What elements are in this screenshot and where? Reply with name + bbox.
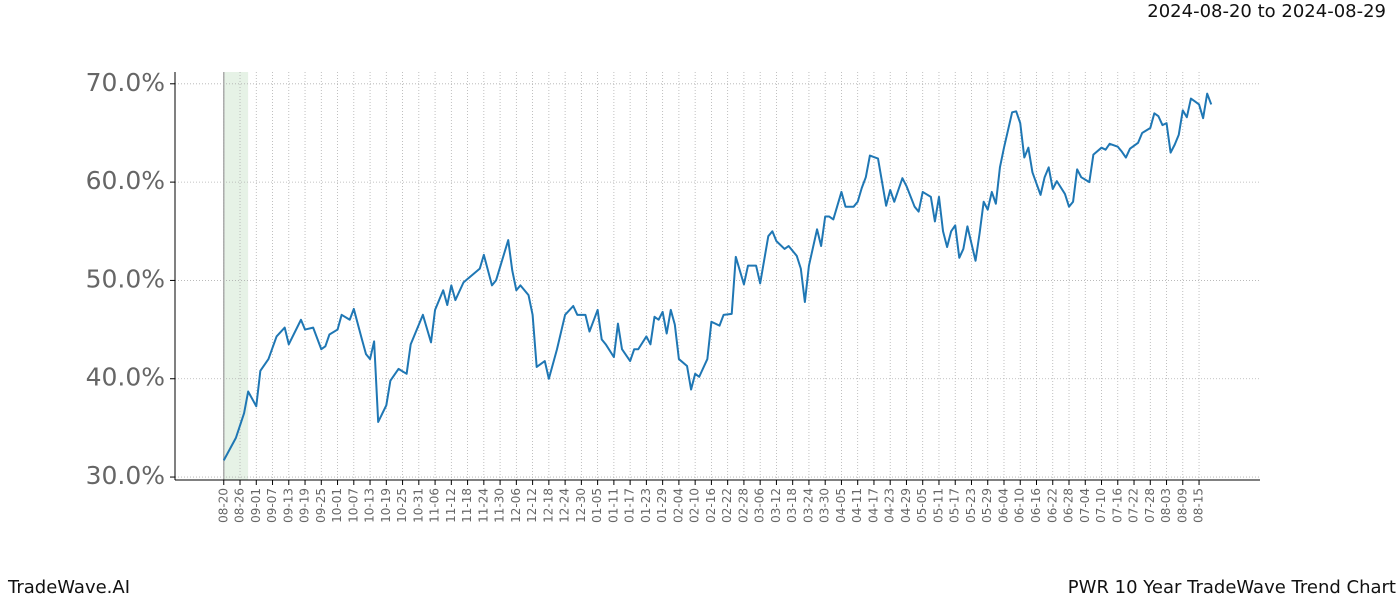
x-tick-label: 05-29 xyxy=(980,488,994,523)
x-tick-label: 09-01 xyxy=(249,488,263,523)
chart-title: PWR 10 Year TradeWave Trend Chart xyxy=(1068,577,1396,598)
x-tick-label: 07-28 xyxy=(1143,488,1157,523)
x-tick-label: 02-04 xyxy=(671,488,685,523)
x-tick-label: 04-29 xyxy=(899,488,913,523)
x-tick-label: 06-28 xyxy=(1062,488,1076,523)
x-tick-label: 07-16 xyxy=(1110,488,1124,523)
x-tick-label: 05-11 xyxy=(931,488,945,523)
x-tick-label: 03-24 xyxy=(801,488,815,523)
x-tick-label: 03-12 xyxy=(769,488,783,523)
x-tick-label: 07-22 xyxy=(1127,488,1141,523)
x-tick-label: 08-26 xyxy=(233,488,247,523)
y-tick-label: 70.0% xyxy=(86,68,165,97)
x-tick-label: 11-06 xyxy=(428,488,442,523)
y-tick-label: 40.0% xyxy=(86,363,165,392)
x-tick-label: 12-18 xyxy=(541,488,555,523)
x-tick-label: 01-05 xyxy=(590,488,604,523)
x-tick-label: 07-10 xyxy=(1094,488,1108,523)
x-tick-label: 03-18 xyxy=(785,488,799,523)
y-tick-label: 50.0% xyxy=(86,264,165,293)
x-tick-label: 12-30 xyxy=(574,488,588,523)
x-tick-label: 06-16 xyxy=(1029,488,1043,523)
x-tick-label: 10-13 xyxy=(363,488,377,523)
x-tick-label: 06-22 xyxy=(1045,488,1059,523)
x-tick-label: 06-04 xyxy=(996,488,1010,523)
x-tick-label: 12-12 xyxy=(525,488,539,523)
brand: TradeWave.AI xyxy=(7,577,130,598)
x-tick-label: 04-17 xyxy=(866,488,880,523)
x-tick-label: 09-25 xyxy=(314,488,328,523)
trend-line xyxy=(222,92,1213,461)
x-tick-label: 10-07 xyxy=(346,488,360,523)
x-tick-label: 12-06 xyxy=(509,488,523,523)
x-tick-label: 01-29 xyxy=(655,488,669,523)
x-tick-label: 04-23 xyxy=(883,488,897,523)
x-tick-label: 10-25 xyxy=(395,488,409,523)
x-tick-label: 11-30 xyxy=(493,488,507,523)
x-tick-label: 04-05 xyxy=(834,488,848,523)
y-tick-label: 60.0% xyxy=(86,166,165,195)
x-tick-label: 02-16 xyxy=(704,488,718,523)
x-tick-label: 10-01 xyxy=(330,488,344,523)
x-tick-label: 02-10 xyxy=(688,488,702,523)
x-tick-label: 05-23 xyxy=(964,488,978,523)
x-tick-label: 05-05 xyxy=(915,488,929,523)
x-tick-label: 01-11 xyxy=(606,488,620,523)
x-tick-label: 08-15 xyxy=(1192,488,1206,523)
x-tick-label: 10-31 xyxy=(411,488,425,523)
x-tick-label: 05-17 xyxy=(948,488,962,523)
date-range: 2024-08-20 to 2024-08-29 xyxy=(1147,1,1386,22)
x-tick-label: 11-18 xyxy=(460,488,474,523)
x-tick-label: 02-28 xyxy=(736,488,750,523)
x-tick-label: 10-19 xyxy=(379,488,393,523)
x-tick-label: 03-06 xyxy=(753,488,767,523)
x-tick-label: 09-13 xyxy=(281,488,295,523)
x-tick-label: 08-20 xyxy=(216,488,230,523)
x-tick-label: 09-07 xyxy=(265,488,279,523)
x-tick-label: 08-09 xyxy=(1175,488,1189,523)
x-tick-label: 01-17 xyxy=(623,488,637,523)
x-tick-label: 03-30 xyxy=(818,488,832,523)
x-tick-label: 12-24 xyxy=(558,488,572,523)
x-tick-label: 11-24 xyxy=(476,488,490,523)
x-tick-label: 02-22 xyxy=(720,488,734,523)
x-tick-label: 07-04 xyxy=(1078,488,1092,523)
highlight-band xyxy=(223,72,249,480)
x-tick-label: 01-23 xyxy=(639,488,653,523)
x-tick-label: 11-12 xyxy=(444,488,458,523)
y-tick-label: 30.0% xyxy=(86,461,165,490)
x-tick-label: 04-11 xyxy=(850,488,864,523)
x-tick-label: 06-10 xyxy=(1013,488,1027,523)
x-tick-label: 09-19 xyxy=(298,488,312,523)
x-tick-label: 08-03 xyxy=(1159,488,1173,523)
